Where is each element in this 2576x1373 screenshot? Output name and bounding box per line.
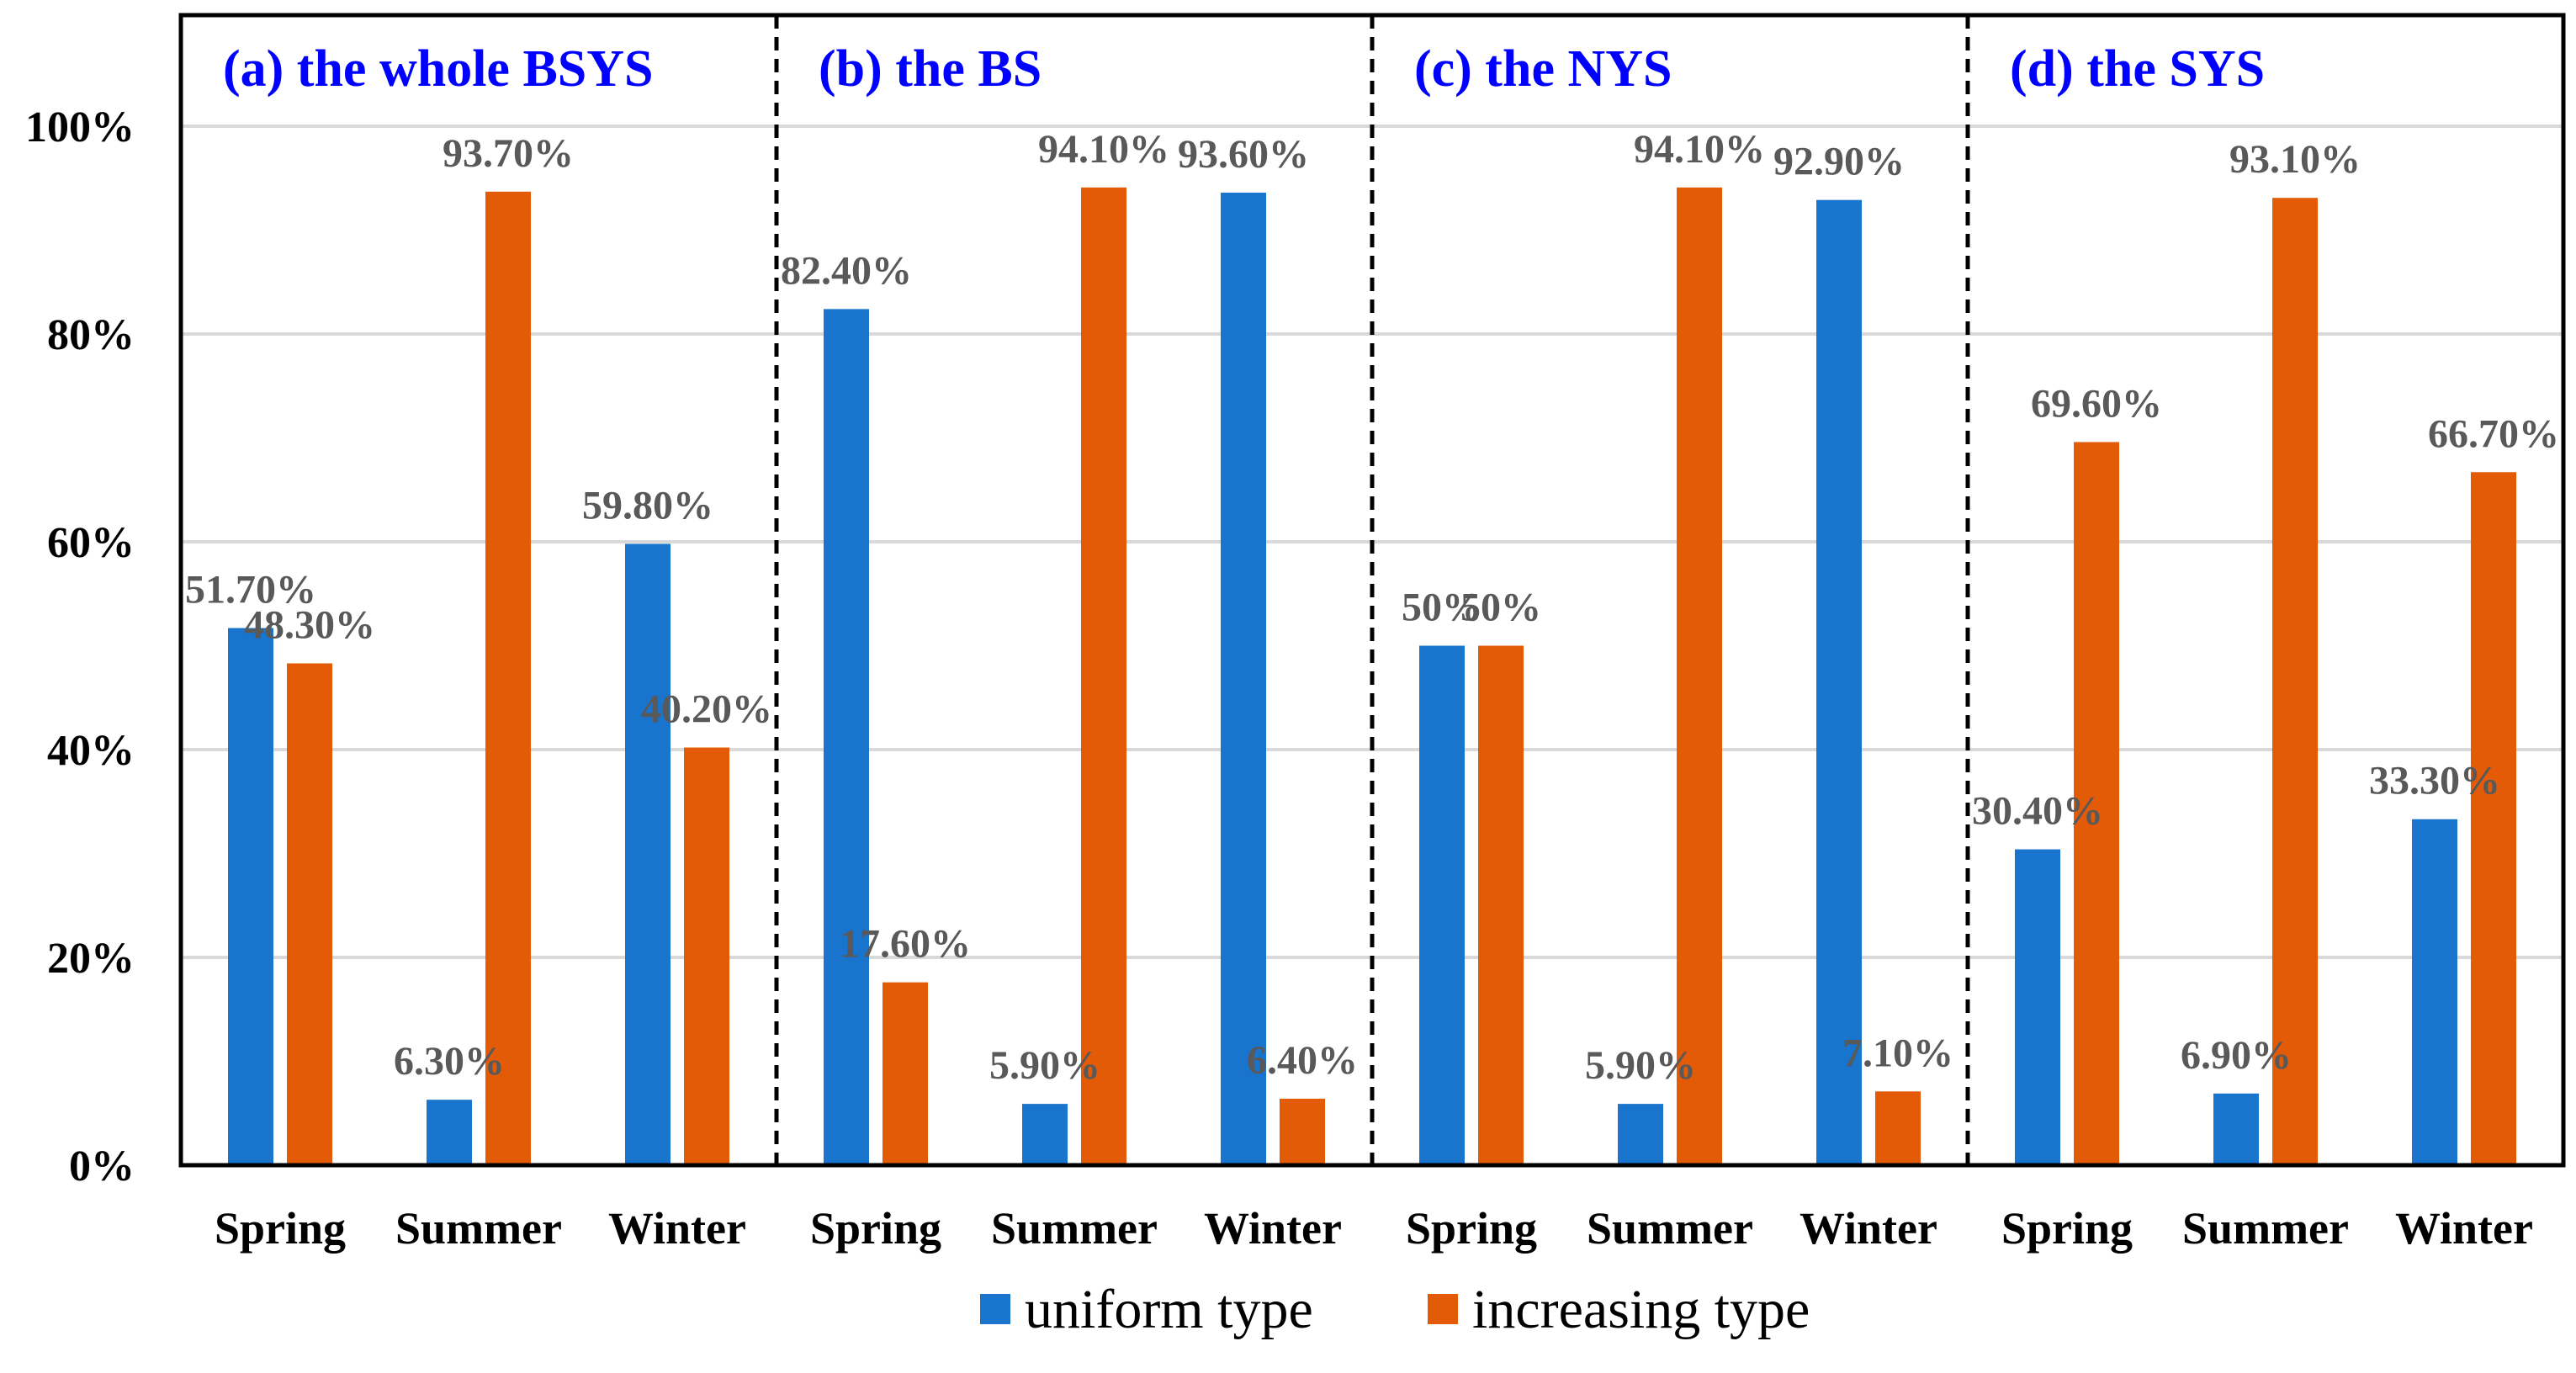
data-label-increasing: 50% xyxy=(1460,586,1541,630)
data-label-increasing: 6.40% xyxy=(1247,1038,1358,1083)
bar-uniform xyxy=(2412,819,2457,1165)
x-tick-label: Summer xyxy=(2182,1203,2349,1254)
data-label-increasing: 17.60% xyxy=(840,922,971,967)
bar-increasing xyxy=(1081,187,1126,1166)
y-tick-label: 100% xyxy=(25,103,135,151)
data-label-uniform: 6.30% xyxy=(394,1039,505,1084)
x-tick-label: Spring xyxy=(1406,1203,1537,1254)
data-label-increasing: 69.60% xyxy=(2031,381,2162,426)
data-label-uniform: 51.70% xyxy=(185,568,316,612)
x-tick-label: Winter xyxy=(608,1203,746,1254)
y-tick-label: 80% xyxy=(47,311,135,359)
bar-increasing xyxy=(287,663,332,1165)
bar-uniform xyxy=(228,628,273,1165)
x-tick-label: Spring xyxy=(215,1203,346,1254)
bar-uniform xyxy=(1816,199,1862,1165)
data-label-uniform: 5.90% xyxy=(1585,1043,1696,1088)
bar-increasing xyxy=(2471,472,2516,1165)
bar-uniform xyxy=(427,1100,472,1165)
y-tick-label: 60% xyxy=(47,519,135,567)
data-label-increasing: 7.10% xyxy=(1842,1031,1953,1075)
data-label-increasing: 66.70% xyxy=(2428,411,2559,456)
bar-increasing xyxy=(1677,187,1722,1166)
bar-uniform xyxy=(2213,1093,2259,1165)
data-label-increasing: 93.10% xyxy=(2229,137,2361,182)
legend-label-uniform: uniform type xyxy=(1025,1279,1313,1340)
panel-title: (a) the whole BSYS xyxy=(223,40,654,98)
legend-label-increasing: increasing type xyxy=(1472,1279,1810,1340)
x-tick-label: Summer xyxy=(1587,1203,1753,1254)
y-tick-label: 40% xyxy=(47,727,135,775)
panel-title: (d) the SYS xyxy=(2010,40,2265,98)
bar-increasing xyxy=(1875,1091,1921,1165)
data-label-increasing: 93.70% xyxy=(443,131,574,176)
legend-swatch-uniform xyxy=(980,1294,1010,1324)
x-tick-label: Winter xyxy=(2395,1203,2533,1254)
data-label-uniform: 33.30% xyxy=(2369,759,2500,803)
bar-increasing xyxy=(1280,1098,1325,1165)
data-label-increasing: 94.10% xyxy=(1038,127,1169,172)
bar-uniform xyxy=(1022,1104,1068,1165)
data-label-uniform: 59.80% xyxy=(582,483,713,527)
bar-uniform xyxy=(2015,849,2060,1165)
data-label-increasing: 94.10% xyxy=(1634,127,1765,172)
plot-frame xyxy=(178,13,2566,1168)
data-label-increasing: 48.30% xyxy=(244,602,375,647)
data-label-uniform: 92.90% xyxy=(1773,140,1905,184)
data-label-increasing: 40.20% xyxy=(641,687,772,732)
legend-swatch-increasing xyxy=(1428,1294,1458,1324)
panel-title: (c) the NYS xyxy=(1414,40,1672,98)
data-label-uniform: 5.90% xyxy=(989,1043,1100,1088)
bar-increasing xyxy=(2074,442,2119,1165)
x-tick-label: Winter xyxy=(1204,1203,1342,1254)
bar-uniform xyxy=(1419,645,1465,1165)
x-tick-label: Summer xyxy=(991,1203,1158,1254)
bar-increasing xyxy=(2272,198,2318,1166)
bar-uniform xyxy=(625,543,671,1165)
panel-title: (b) the BS xyxy=(819,40,1042,98)
data-label-uniform: 6.90% xyxy=(2181,1033,2292,1078)
bar-uniform xyxy=(824,309,869,1165)
bar-increasing xyxy=(684,747,729,1165)
y-tick-label: 0% xyxy=(69,1142,135,1190)
x-tick-label: Winter xyxy=(1799,1203,1937,1254)
data-label-uniform: 93.60% xyxy=(1178,132,1309,177)
data-label-uniform: 82.40% xyxy=(781,248,912,293)
x-tick-label: Spring xyxy=(810,1203,941,1254)
bar-increasing xyxy=(1478,645,1524,1165)
bar-increasing xyxy=(883,982,928,1165)
bar-increasing xyxy=(485,191,531,1166)
y-tick-label: 20% xyxy=(47,935,135,983)
data-label-uniform: 30.40% xyxy=(1972,789,2103,834)
bar-uniform xyxy=(1618,1104,1663,1165)
data-label-uniform: 50% xyxy=(1402,586,1482,630)
x-tick-label: Spring xyxy=(2001,1203,2133,1254)
bar-uniform xyxy=(1221,193,1266,1165)
x-tick-label: Summer xyxy=(395,1203,562,1254)
